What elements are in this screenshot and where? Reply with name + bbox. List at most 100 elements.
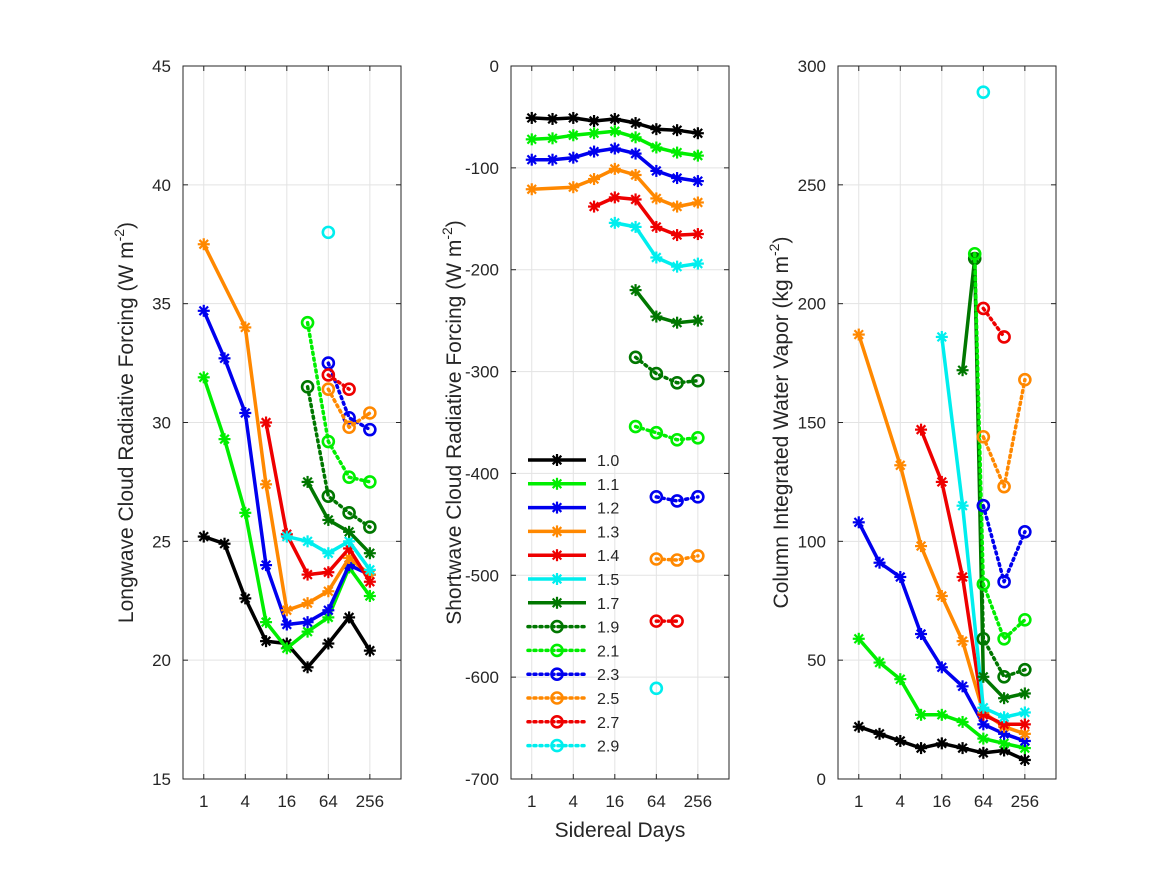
longwave-point-1-5-2-stroke-d2	[323, 548, 334, 559]
shortwave-point-1-1-3-stroke-d2	[588, 128, 600, 139]
legend-marker-2-5	[550, 691, 564, 705]
water-vapor-point-1-2-5	[956, 680, 969, 693]
water-vapor-point-1-1-3-stroke-d2	[915, 709, 927, 720]
water-vapor-point-1-3-2-stroke-d2	[915, 540, 927, 552]
water-vapor-point-1-5-4-stroke-d2	[1019, 707, 1030, 718]
legend-marker-1-5-stroke-d2	[551, 573, 563, 585]
shortwave-point-1-0-4	[608, 112, 621, 125]
shortwave-point-1-5-0-stroke-d2	[609, 217, 620, 228]
longwave-series-1-3	[197, 238, 376, 617]
shortwave-point-1-2-2-stroke-d2	[568, 152, 579, 163]
shortwave-panel: 1 4 16 64 256 -700 -600 -500 -400 -300 -200 -100 0 S…	[439, 57, 730, 842]
shortwave-point-1-4-1	[608, 191, 621, 204]
water-vapor-point-1-2-2	[894, 570, 907, 583]
shortwave-point-2-1-0	[628, 419, 643, 434]
water-vapor-point-1-5-2	[977, 701, 990, 714]
water-vapor-point-1-5-3	[998, 711, 1011, 724]
water-vapor-point-1-1-7-stroke-d2	[998, 738, 1010, 749]
longwave-point-1-0-7	[343, 611, 356, 624]
shortwave-point-1-3-5-stroke-d2	[651, 193, 662, 204]
water-vapor-point-2-1-1	[976, 577, 991, 591]
longwave-ticks: 1 4 16 64 256 15 20 25 30 35 40 45	[152, 57, 401, 811]
shortwave-point-1-0-5-stroke-d2	[630, 117, 641, 129]
longwave-point-1-3-1-stroke-d2	[240, 322, 251, 333]
longwave-point-2-7-1	[342, 382, 356, 397]
shortwave-point-1-2-6	[650, 164, 663, 177]
shortwave-point-1-2-3-stroke-d2	[588, 146, 600, 157]
shortwave-point-1-1-2	[567, 129, 580, 142]
shortwave-point-1-5-3	[671, 260, 684, 273]
longwave-point-1-0-1	[218, 537, 231, 550]
longwave-point-1-3-1	[239, 321, 252, 334]
longwave-point-1-2-3	[260, 559, 273, 572]
shortwave-point-1-2-3	[588, 145, 601, 158]
shortwave-point-1-3-6-stroke-d2	[671, 201, 683, 212]
shortwave-point-2-1-1	[649, 425, 664, 440]
water-vapor-point-1-9-2	[997, 670, 1011, 684]
longwave-point-1-3-4	[301, 597, 314, 610]
legend-label-1-9: 1.9	[597, 620, 619, 637]
water-vapor-series-1-5	[935, 330, 1031, 724]
longwave-point-1-9-3	[363, 520, 377, 534]
longwave-point-1-0-1-stroke-d2	[219, 538, 230, 549]
water-vapor-point-1-2-6	[977, 718, 990, 731]
shortwave-ytick-label--500: -500	[465, 566, 499, 585]
water-vapor-series-line-2-3	[981, 503, 1027, 584]
longwave-point-1-0-6	[322, 637, 335, 650]
legend-marker-1-1-stroke-d2	[551, 478, 563, 489]
longwave-point-1-9-2	[342, 506, 356, 520]
shortwave-point-1-1-2-stroke-d2	[568, 130, 579, 141]
water-vapor-point-1-4-2-stroke-d2	[957, 571, 968, 583]
shortwave-point-1-0-4-stroke-d2	[609, 113, 620, 125]
shortwave-point-1-3-4	[629, 168, 642, 181]
water-vapor-point-1-9-1	[976, 631, 991, 646]
longwave-point-1-1-8	[363, 589, 376, 602]
longwave-point-1-5-0-stroke-d2	[281, 531, 292, 542]
longwave-point-1-1-2	[239, 506, 252, 519]
legend-marker-1-2-stroke-d2	[551, 502, 563, 513]
legend-marker-1-0-stroke-d2	[551, 454, 563, 466]
water-vapor-series-line-2-1	[972, 252, 1027, 641]
legend-entry-1-5: 1.5	[528, 572, 619, 589]
longwave-point-1-1-1	[218, 433, 231, 446]
legend-entry-1-0: 1.0	[528, 453, 619, 470]
water-vapor-point-2-3-1	[997, 574, 1011, 589]
water-vapor-point-2-3-2	[1018, 525, 1032, 539]
shortwave-point-1-0-8	[691, 127, 704, 140]
water-vapor-ytick-label-250: 250	[798, 176, 826, 195]
water-vapor-point-1-2-3	[915, 628, 928, 641]
shortwave-point-1-7-0-stroke-d2	[630, 284, 641, 296]
longwave-point-1-0-0	[197, 530, 210, 543]
shortwave-point-2-3-1	[670, 494, 684, 508]
water-vapor-point-2-9-0	[976, 85, 991, 99]
water-vapor-series-2-7	[976, 301, 1011, 344]
shortwave-series-1-3	[525, 162, 704, 213]
water-vapor-point-1-1-6	[977, 732, 990, 745]
shortwave-point-1-2-5	[629, 147, 642, 160]
longwave-point-2-9-0	[321, 225, 336, 240]
water-vapor-panel: 1 4 16 64 256 0 50 100 150 200 250 300 Column Integ…	[766, 57, 1057, 811]
longwave-point-1-1-1-stroke-d2	[219, 434, 230, 445]
shortwave-point-1-0-7-stroke-d2	[671, 125, 683, 136]
longwave-point-2-3-2	[363, 422, 377, 437]
longwave-point-1-2-4	[280, 618, 293, 631]
shortwave-point-1-2-8-stroke-d2	[692, 176, 703, 187]
longwave-point-1-1-8-stroke-d2	[364, 590, 375, 602]
shortwave-point-1-1-5-stroke-d2	[630, 132, 641, 143]
shortwave-point-1-0-6-stroke-d2	[651, 124, 662, 135]
longwave-point-1-2-3-stroke-d2	[260, 560, 272, 571]
water-vapor-point-2-3-0	[976, 498, 991, 513]
shortwave-point-1-2-2	[567, 151, 580, 164]
water-vapor-point-1-1-4-stroke-d2	[936, 709, 947, 720]
shortwave-point-1-3-5	[650, 192, 663, 205]
longwave-ytick-label-30: 30	[152, 414, 171, 433]
water-vapor-series-2-3	[976, 498, 1032, 589]
shortwave-point-1-2-0-stroke-d2	[526, 154, 537, 165]
shortwave-point-1-0-1-stroke-d2	[547, 113, 558, 125]
longwave-point-1-7-3	[363, 547, 376, 560]
legend-marker-1-0	[551, 454, 563, 466]
longwave-point-1-3-5	[322, 585, 335, 598]
water-vapor-point-1-1-1-stroke-d2	[874, 657, 885, 668]
water-vapor-point-1-0-6-stroke-d2	[978, 747, 989, 758]
